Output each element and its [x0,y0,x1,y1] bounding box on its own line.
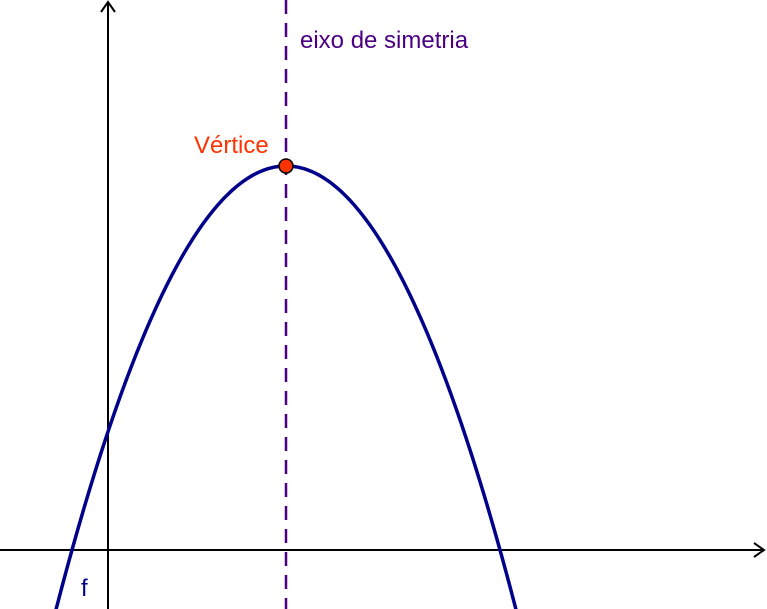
axis-of-symmetry-label: eixo de simetria [300,27,469,54]
x-axis-arrow [753,542,766,558]
y-axis-arrow [100,0,116,13]
function-label: f [81,575,88,602]
vertex-label: Vértice [194,132,269,159]
vertex-point [278,158,294,174]
